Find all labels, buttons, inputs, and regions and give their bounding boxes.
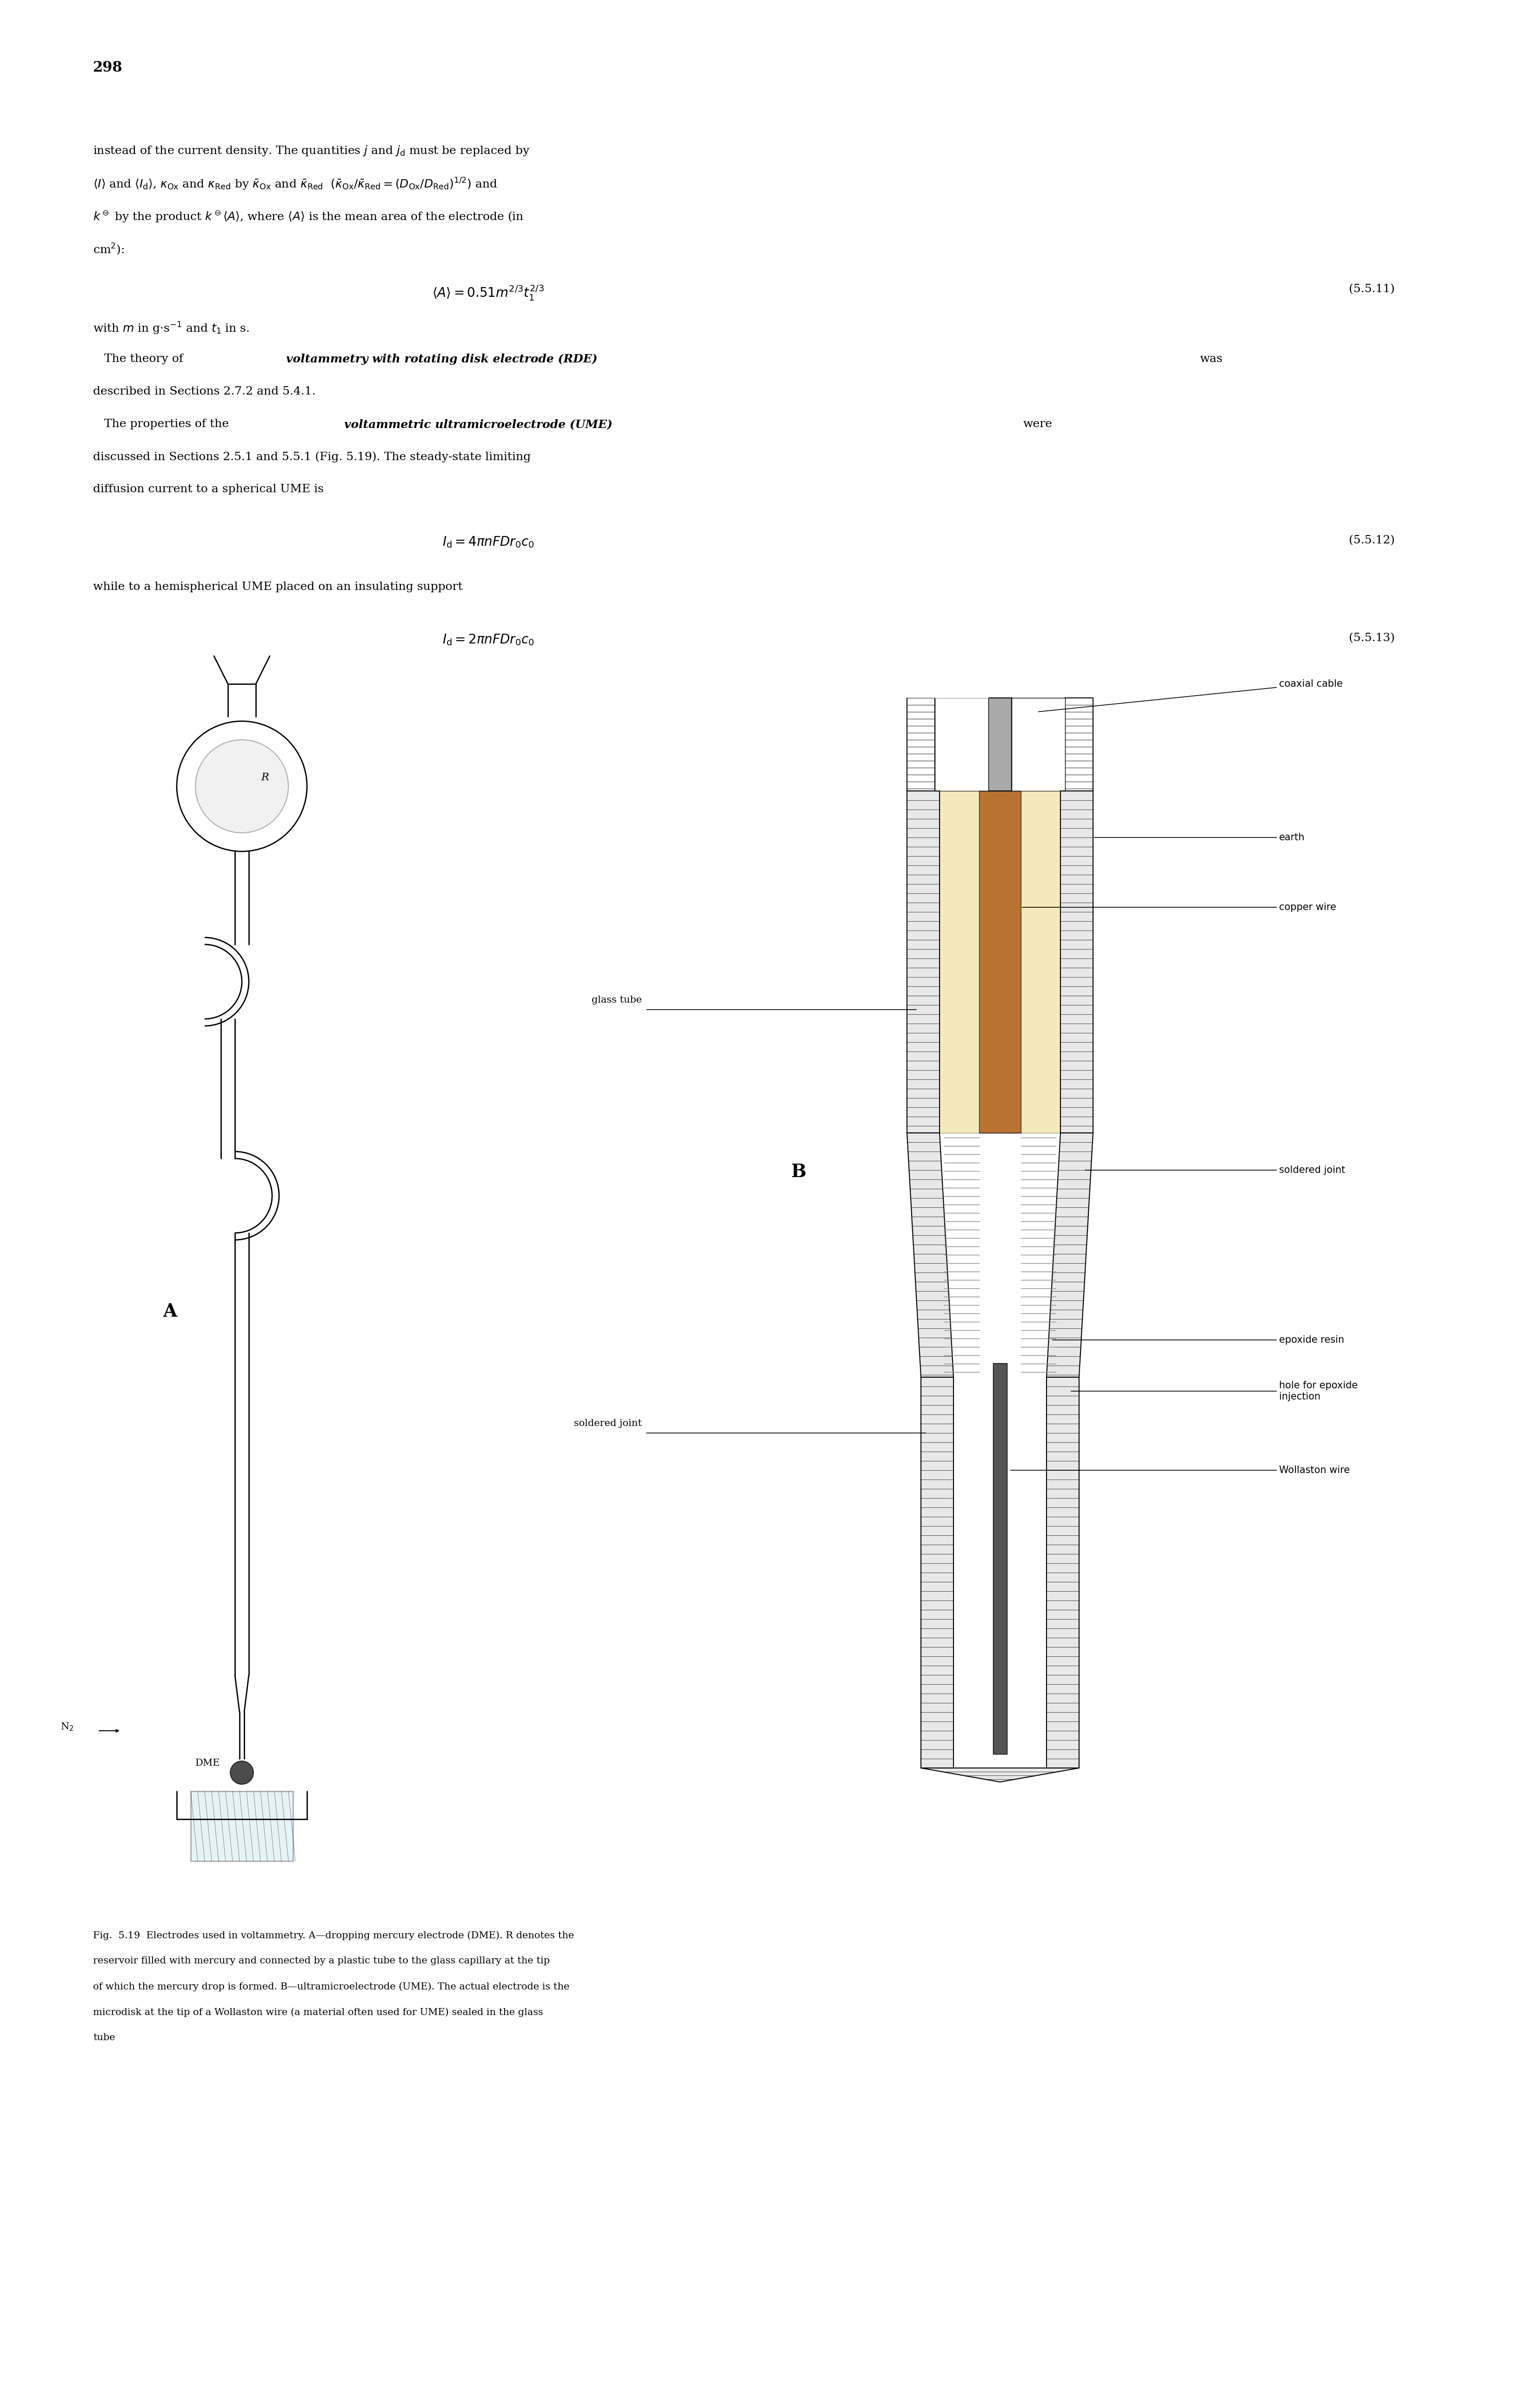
Text: cm$^2$):: cm$^2$):: [92, 243, 125, 257]
Text: voltammetry with rotating disk electrode (RDE): voltammetry with rotating disk electrode…: [286, 353, 598, 365]
Polygon shape: [1061, 791, 1093, 1132]
Text: N$_2$: N$_2$: [60, 1721, 74, 1731]
Text: microdisk at the tip of a Wollaston wire (a material often used for UME) sealed : microdisk at the tip of a Wollaston wire…: [92, 2007, 544, 2017]
Text: $I_\mathrm{d} = 4\pi nFDr_0c_0$: $I_\mathrm{d} = 4\pi nFDr_0c_0$: [442, 536, 534, 548]
Text: were: were: [1023, 418, 1052, 430]
Text: (5.5.11): (5.5.11): [1349, 284, 1395, 296]
Bar: [939, 791, 979, 1132]
Circle shape: [196, 740, 288, 832]
Text: Wollaston wire: Wollaston wire: [1010, 1466, 1351, 1476]
Text: while to a hemispherical UME placed on an insulating support: while to a hemispherical UME placed on a…: [92, 582, 462, 591]
Bar: [191, 1791, 293, 1861]
Text: described in Sections 2.7.2 and 5.4.1.: described in Sections 2.7.2 and 5.4.1.: [92, 387, 316, 397]
Text: 298: 298: [92, 60, 123, 75]
Polygon shape: [1047, 1132, 1093, 1377]
Bar: [907, 697, 935, 791]
Bar: [1012, 697, 1066, 791]
Text: $\langle A \rangle = 0.51m^{2/3}t_1^{2/3}$: $\langle A \rangle = 0.51m^{2/3}t_1^{2/3…: [433, 284, 545, 303]
Polygon shape: [921, 1377, 953, 1767]
Bar: [1066, 697, 1093, 791]
Polygon shape: [907, 1132, 953, 1377]
Text: The properties of the: The properties of the: [92, 418, 229, 430]
Text: $I_\mathrm{d} = 2\pi nFDr_0c_0$: $I_\mathrm{d} = 2\pi nFDr_0c_0$: [442, 632, 534, 647]
Text: with $m$ in g$\cdot$s$^{-1}$ and $t_1$ in s.: with $m$ in g$\cdot$s$^{-1}$ and $t_1$ i…: [92, 322, 249, 337]
Text: soldered joint: soldered joint: [1086, 1166, 1346, 1176]
Text: R: R: [262, 772, 270, 784]
Polygon shape: [921, 1767, 1080, 1781]
Text: The theory of: The theory of: [92, 353, 183, 365]
Bar: [1021, 791, 1061, 1132]
Circle shape: [231, 1762, 254, 1784]
Text: Fig.  5.19  Electrodes used in voltammetry. A—dropping mercury electrode (DME). : Fig. 5.19 Electrodes used in voltammetry…: [92, 1930, 574, 1940]
Polygon shape: [907, 676, 989, 697]
Text: voltammetric ultramicroelectrode (UME): voltammetric ultramicroelectrode (UME): [343, 418, 613, 430]
Bar: [979, 791, 1021, 1132]
Text: A: A: [163, 1303, 177, 1320]
Circle shape: [177, 721, 306, 851]
Text: instead of the current density. The quantities $j$ and $j_\mathrm{d}$ must be re: instead of the current density. The quan…: [92, 144, 530, 156]
Polygon shape: [1047, 1377, 1080, 1767]
Text: soldered joint: soldered joint: [574, 1418, 642, 1428]
Text: tube: tube: [92, 2034, 116, 2041]
Text: hole for epoxide
injection: hole for epoxide injection: [1070, 1380, 1358, 1402]
Text: reservoir filled with mercury and connected by a plastic tube to the glass capil: reservoir filled with mercury and connec…: [92, 1957, 550, 1964]
Text: earth: earth: [1095, 832, 1304, 841]
Text: (5.5.13): (5.5.13): [1349, 632, 1395, 644]
Text: diffusion current to a spherical UME is: diffusion current to a spherical UME is: [92, 483, 323, 495]
Text: DME: DME: [196, 1760, 220, 1767]
Text: $\langle I \rangle$ and $\langle I_\mathrm{d} \rangle$, $\kappa_\mathrm{Ox}$ and: $\langle I \rangle$ and $\langle I_\math…: [92, 178, 497, 192]
Bar: [993, 1363, 1007, 1755]
Text: was: was: [1200, 353, 1223, 365]
Bar: [935, 697, 989, 791]
Text: epoxide resin: epoxide resin: [1052, 1334, 1344, 1344]
Polygon shape: [907, 791, 939, 1132]
Text: (5.5.12): (5.5.12): [1349, 536, 1395, 546]
Text: $k^\ominus$ by the product $k^\ominus\langle A \rangle$, where $\langle A \rangl: $k^\ominus$ by the product $k^\ominus\la…: [92, 209, 524, 224]
Text: copper wire: copper wire: [1023, 902, 1337, 911]
Text: coaxial cable: coaxial cable: [1038, 680, 1343, 712]
Bar: [989, 697, 1012, 791]
Text: discussed in Sections 2.5.1 and 5.5.1 (Fig. 5.19). The steady-state limiting: discussed in Sections 2.5.1 and 5.5.1 (F…: [92, 452, 531, 462]
Text: B: B: [790, 1164, 805, 1180]
Text: of which the mercury drop is formed. B—ultramicroelectrode (UME). The actual ele: of which the mercury drop is formed. B—u…: [92, 1981, 570, 1991]
Text: glass tube: glass tube: [591, 995, 642, 1005]
